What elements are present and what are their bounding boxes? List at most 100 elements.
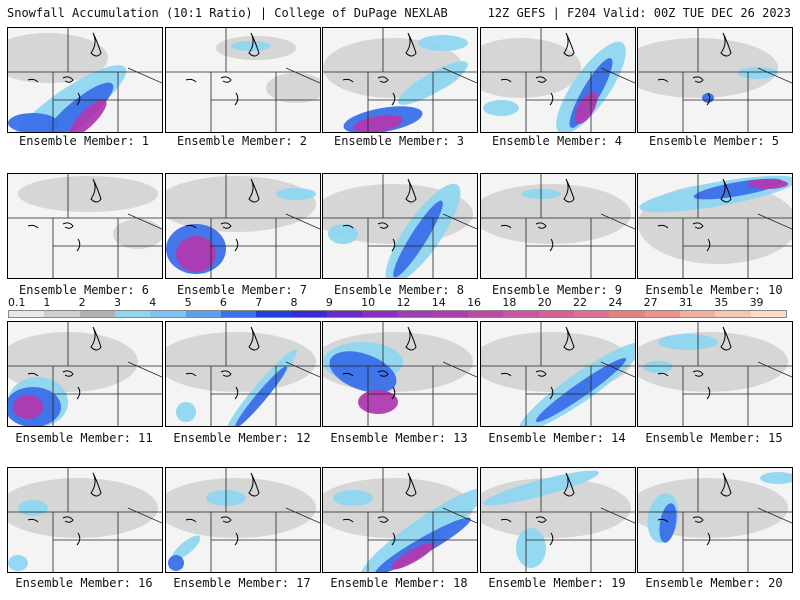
lake-outline (248, 326, 260, 351)
state-boundary (127, 507, 162, 524)
snowfall-shading (659, 503, 677, 543)
lake-outline (720, 178, 732, 203)
lake-outline (563, 32, 575, 57)
state-boundary (757, 361, 792, 378)
colorbar-swatch (574, 311, 610, 317)
lake-outline (377, 516, 389, 523)
lake-outline (692, 222, 704, 229)
snowfall-map (481, 468, 635, 572)
colorbar-swatch (185, 311, 221, 317)
snowfall-shading (8, 332, 138, 392)
colorbar-swatch (79, 311, 115, 317)
snowfall-shading (481, 184, 631, 244)
snowfall-shading (418, 35, 468, 51)
colorbar-tick-label: 9 (325, 296, 333, 309)
lake-outline (76, 386, 81, 400)
state-boundary (442, 507, 477, 524)
lake-outline (692, 516, 704, 523)
snowfall-shading (168, 555, 184, 571)
state-boundary (127, 213, 162, 230)
state-boundary (442, 67, 477, 84)
snowfall-map (323, 28, 477, 132)
lake-outline (563, 178, 575, 203)
model-valid-time: 12Z GEFS | F204 Valid: 00Z TUE DEC 26 20… (487, 6, 791, 20)
colorbar-swatch (9, 311, 45, 317)
state-boundary (285, 67, 320, 84)
lake-outline (220, 370, 232, 377)
ensemble-member-label: Ensemble Member: 8 (333, 283, 465, 297)
ensemble-member-map (480, 321, 636, 427)
lake-outline (500, 224, 512, 229)
lake-outline (90, 472, 102, 497)
lake-outline (234, 386, 239, 400)
lake-outline (248, 178, 260, 203)
snowfall-shading (113, 219, 162, 249)
ensemble-member-map (7, 467, 163, 573)
snowfall-map (323, 468, 477, 572)
colorbar-tick-label: 22 (573, 296, 587, 309)
snowfall-shading (361, 488, 477, 572)
snowfall-shading (42, 82, 114, 132)
snowfall-shading (69, 99, 107, 132)
snowfall-shading (638, 38, 778, 98)
ensemble-member-map (322, 467, 478, 573)
ensemble-member-map (165, 321, 321, 427)
snowfall-shading (483, 100, 519, 116)
colorbar-tick-label: 7 (255, 296, 263, 309)
lake-outline (549, 532, 554, 546)
lake-outline (377, 222, 389, 229)
colorbar-swatch (44, 311, 80, 317)
snowfall-shading (8, 478, 158, 538)
snowfall-shading (8, 555, 28, 571)
state-boundary (127, 67, 162, 84)
colorbar-swatch (326, 311, 363, 317)
snowfall-shading (658, 334, 718, 350)
colorbar-swatch (256, 311, 292, 317)
lake-outline (563, 326, 575, 351)
state-boundary (757, 67, 792, 84)
colorbar-swatch (362, 311, 398, 317)
lake-outline (405, 178, 417, 203)
lake-outline (405, 326, 417, 351)
colorbar-swatch (432, 311, 469, 317)
ensemble-member-map (637, 27, 793, 133)
ensemble-member-label: Ensemble Member: 13 (330, 431, 468, 445)
snowfall-shading (276, 188, 316, 200)
snowfall-shading (176, 402, 196, 422)
lake-outline (692, 370, 704, 377)
lake-outline (27, 224, 39, 229)
colorbar-tick-label: 5 (184, 296, 192, 309)
ensemble-member-map (165, 27, 321, 133)
snowfall-shading (171, 535, 201, 561)
lake-outline (405, 32, 417, 57)
lake-outline (234, 238, 239, 252)
ensemble-member-map (7, 321, 163, 427)
lake-outline (27, 372, 39, 377)
lake-outline (342, 78, 354, 83)
lake-outline (342, 372, 354, 377)
lake-outline (391, 92, 396, 106)
snowfall-map (166, 28, 320, 132)
colorbar-tick-label: 20 (537, 296, 552, 309)
lake-outline (720, 326, 732, 351)
lake-outline (549, 386, 554, 400)
lake-outline (220, 222, 232, 229)
snowfall-shading (18, 176, 158, 212)
ensemble-member-label: Ensemble Member: 17 (173, 576, 311, 590)
colorbar-tick-label: 12 (396, 296, 411, 309)
snowfall-map (8, 468, 162, 572)
snowfall-shading (738, 67, 778, 79)
snowfall-shading (328, 224, 358, 244)
colorbar-tick-label: 39 (749, 296, 764, 309)
snowfall-map (8, 322, 162, 426)
snowfall-shading (333, 490, 373, 506)
lake-outline (720, 32, 732, 57)
lake-outline (248, 32, 260, 57)
ensemble-member-label: Ensemble Member: 15 (645, 431, 783, 445)
lake-outline (657, 518, 669, 523)
ensemble-member-label: Ensemble Member: 3 (333, 134, 465, 148)
snowfall-map (481, 28, 635, 132)
map-title: Snowfall Accumulation (10:1 Ratio) | Col… (7, 6, 448, 20)
lake-outline (377, 370, 389, 377)
state-boundary (285, 507, 320, 524)
